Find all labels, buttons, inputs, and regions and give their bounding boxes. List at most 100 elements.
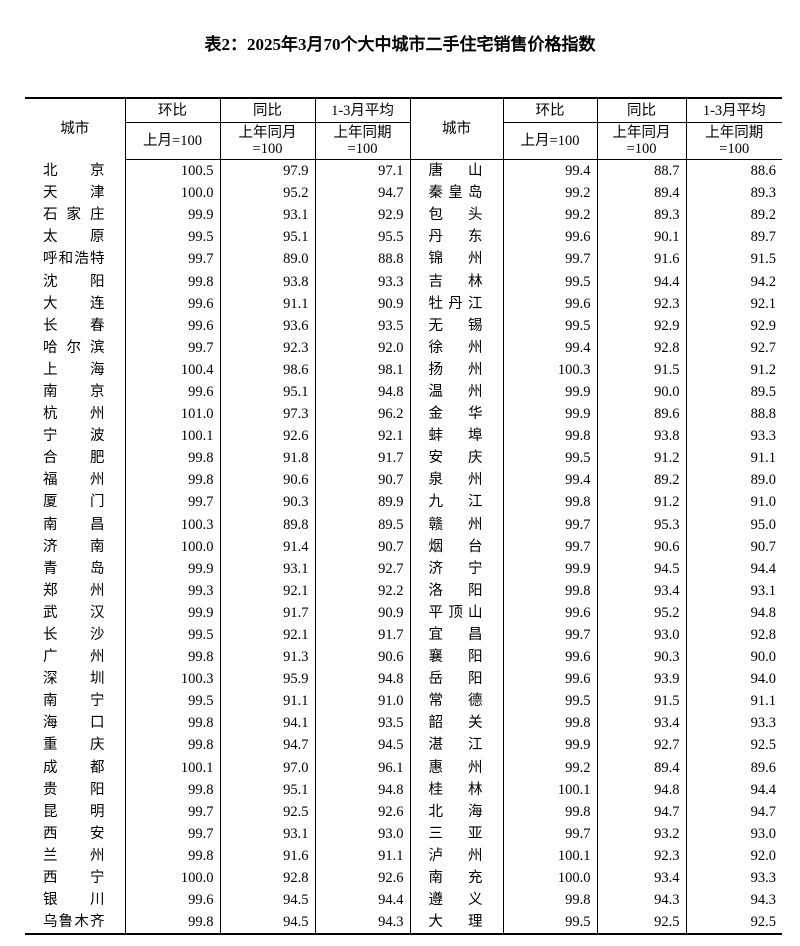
avg-value: 91.7 bbox=[314, 623, 410, 647]
yoy-value: 94.5 bbox=[219, 911, 315, 936]
yoy-value: 95.2 bbox=[596, 601, 686, 624]
header-avg: 1-3月平均 bbox=[314, 97, 410, 123]
avg-value: 95.0 bbox=[685, 513, 782, 536]
yoy-value: 92.3 bbox=[219, 336, 315, 359]
avg-value: 92.5 bbox=[685, 734, 782, 757]
table-row: 宁波 100.1 92.6 92.1 蚌埠 99.8 93.8 93.3 bbox=[25, 425, 782, 448]
mom-value: 99.9 bbox=[502, 557, 597, 580]
avg-value: 94.8 bbox=[314, 778, 410, 801]
mom-value: 99.5 bbox=[502, 447, 597, 470]
mom-value: 99.7 bbox=[124, 800, 220, 823]
mom-value: 99.6 bbox=[124, 292, 220, 315]
avg-value: 94.8 bbox=[314, 668, 410, 691]
mom-value: 100.0 bbox=[124, 867, 220, 890]
city-name: 海口 bbox=[43, 715, 105, 732]
city-name: 洛阳 bbox=[409, 579, 503, 602]
avg-value: 91.1 bbox=[314, 844, 410, 867]
yoy-value: 94.1 bbox=[219, 712, 315, 735]
avg-value: 90.6 bbox=[314, 646, 410, 669]
mom-value: 100.1 bbox=[124, 425, 220, 448]
yoy-value: 95.3 bbox=[596, 513, 686, 536]
city-name: 无锡 bbox=[409, 314, 503, 337]
mom-value: 99.8 bbox=[124, 778, 220, 801]
mom-value: 99.7 bbox=[124, 491, 220, 514]
yoy-value: 92.5 bbox=[219, 800, 315, 823]
avg-value: 94.3 bbox=[685, 889, 782, 912]
mom-value: 99.8 bbox=[124, 270, 220, 293]
yoy-value: 89.2 bbox=[596, 469, 686, 492]
city-name: 沈阳 bbox=[43, 273, 105, 290]
avg-value: 97.1 bbox=[314, 159, 410, 183]
city-name: 昆明 bbox=[43, 803, 105, 820]
avg-value: 88.6 bbox=[685, 159, 782, 183]
mom-value: 99.6 bbox=[502, 226, 597, 249]
yoy-value: 92.9 bbox=[596, 314, 686, 337]
table-row: 大连 99.6 91.1 90.9 牡丹江 99.6 92.3 92.1 bbox=[25, 292, 782, 315]
avg-value: 94.4 bbox=[685, 778, 782, 801]
yoy-value: 89.8 bbox=[219, 513, 315, 536]
city-name: 南充 bbox=[409, 867, 503, 890]
city-name: 湛江 bbox=[409, 734, 503, 757]
mom-value: 99.7 bbox=[124, 822, 220, 845]
mom-value: 99.8 bbox=[124, 911, 220, 936]
avg-base-line2: =100 bbox=[347, 141, 378, 157]
city-name: 唐山 bbox=[409, 159, 503, 183]
city-name: 岳阳 bbox=[409, 668, 503, 691]
mom-value: 99.8 bbox=[124, 844, 220, 867]
avg-value: 93.0 bbox=[314, 822, 410, 845]
city-name: 宁波 bbox=[43, 428, 105, 445]
city-name: 长沙 bbox=[43, 627, 105, 644]
mom-value: 99.9 bbox=[502, 403, 597, 426]
avg-value: 94.7 bbox=[314, 182, 410, 205]
mom-value: 99.8 bbox=[124, 469, 220, 492]
city-name: 南京 bbox=[43, 383, 105, 400]
city-name: 北海 bbox=[409, 800, 503, 823]
city-name: 银川 bbox=[43, 892, 105, 909]
yoy-value: 91.1 bbox=[219, 292, 315, 315]
mom-value: 100.1 bbox=[502, 844, 597, 867]
yoy-value: 94.7 bbox=[219, 734, 315, 757]
city-name: 平顶山 bbox=[409, 601, 503, 624]
city-name: 兰州 bbox=[43, 847, 105, 864]
avg-value: 91.0 bbox=[314, 690, 410, 713]
yoy-value: 95.2 bbox=[219, 182, 315, 205]
yoy-value: 92.8 bbox=[596, 336, 686, 359]
yoy-value: 92.1 bbox=[219, 623, 315, 647]
yoy-value: 93.0 bbox=[596, 623, 686, 647]
city-name: 常德 bbox=[409, 690, 503, 713]
mom-value: 99.4 bbox=[502, 159, 597, 183]
table-row: 沈阳 99.8 93.8 93.3 吉林 99.5 94.4 94.2 bbox=[25, 270, 782, 293]
avg-value: 91.2 bbox=[685, 358, 782, 381]
yoy-value: 92.1 bbox=[219, 579, 315, 602]
city-name: 遵义 bbox=[409, 889, 503, 912]
mom-value: 99.8 bbox=[124, 712, 220, 735]
city-name: 赣州 bbox=[409, 513, 503, 536]
avg-value: 94.8 bbox=[685, 601, 782, 624]
yoy-value: 91.4 bbox=[219, 535, 315, 558]
city-name: 大连 bbox=[43, 295, 105, 312]
mom-value: 99.6 bbox=[502, 601, 597, 624]
avg-value: 92.2 bbox=[314, 579, 410, 602]
yoy-value: 91.1 bbox=[219, 690, 315, 713]
avg-value: 93.5 bbox=[314, 712, 410, 735]
header-yoy-2: 同比 bbox=[596, 97, 686, 123]
city-name: 包头 bbox=[409, 204, 503, 227]
city-name: 秦皇岛 bbox=[409, 182, 503, 205]
yoy-value: 91.3 bbox=[219, 646, 315, 669]
city-name: 乌鲁木齐 bbox=[25, 911, 125, 936]
yoy-value: 93.4 bbox=[596, 712, 686, 735]
yoy-value: 93.6 bbox=[219, 314, 315, 337]
mom-value: 99.7 bbox=[502, 535, 597, 558]
table-row: 南宁 99.5 91.1 91.0 常德 99.5 91.5 91.1 bbox=[25, 690, 782, 713]
avg-value: 96.1 bbox=[314, 756, 410, 779]
mom-value: 100.1 bbox=[124, 756, 220, 779]
city-name: 广州 bbox=[43, 649, 105, 666]
yoy-value: 92.3 bbox=[596, 844, 686, 867]
avg-value: 93.1 bbox=[685, 579, 782, 602]
avg-value: 98.1 bbox=[314, 358, 410, 381]
avg-value: 92.1 bbox=[314, 425, 410, 448]
table-row: 海口 99.8 94.1 93.5 韶关 99.8 93.4 93.3 bbox=[25, 712, 782, 735]
table-row: 石家庄 99.9 93.1 92.9 包头 99.2 89.3 89.2 bbox=[25, 204, 782, 227]
city-name: 韶关 bbox=[409, 712, 503, 735]
yoy-value: 91.5 bbox=[596, 690, 686, 713]
